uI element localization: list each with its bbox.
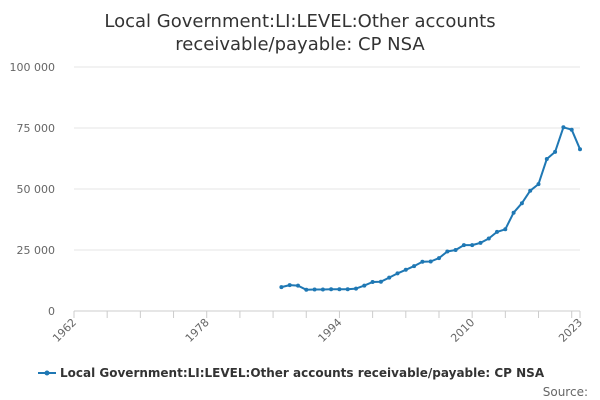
data-point[interactable] xyxy=(478,240,483,245)
legend[interactable]: Local Government:LI:LEVEL:Other accounts… xyxy=(38,366,545,380)
data-point[interactable] xyxy=(519,201,524,206)
data-point[interactable] xyxy=(370,280,375,284)
data-point[interactable] xyxy=(354,286,358,291)
data-point[interactable] xyxy=(486,236,491,241)
y-tick-label: 0 xyxy=(48,305,55,318)
x-tick-label: 1994 xyxy=(316,316,345,345)
data-point[interactable] xyxy=(437,256,441,261)
data-point[interactable] xyxy=(420,259,425,264)
data-point[interactable] xyxy=(544,157,549,161)
y-tick-label: 50 000 xyxy=(17,183,56,196)
chart-title-line-1: Local Government:LI:LEVEL:Other accounts xyxy=(104,11,495,32)
data-point[interactable] xyxy=(395,271,400,276)
data-point[interactable] xyxy=(561,125,566,130)
data-point[interactable] xyxy=(296,283,300,288)
data-point[interactable] xyxy=(287,283,292,288)
data-point[interactable] xyxy=(511,210,516,215)
data-point[interactable] xyxy=(403,267,408,272)
data-point[interactable] xyxy=(495,229,499,234)
data-point[interactable] xyxy=(528,188,533,193)
data-point[interactable] xyxy=(470,243,475,248)
x-axis: 1962 1978 1994 2010 2023 xyxy=(50,310,585,345)
data-point[interactable] xyxy=(569,127,574,132)
chart-title-line-2: receivable/payable: CP NSA xyxy=(175,34,425,55)
y-tick-label: 100 000 xyxy=(10,61,56,74)
y-axis-ticks: 0 25 000 50 000 75 000 100 000 xyxy=(10,61,56,318)
data-point[interactable] xyxy=(536,182,541,187)
x-tick-label: 2010 xyxy=(448,316,477,345)
data-point[interactable] xyxy=(378,279,383,284)
x-tick-label: 1962 xyxy=(50,316,79,345)
data-point[interactable] xyxy=(279,285,284,290)
x-tick-label: 1978 xyxy=(183,316,212,345)
gridlines xyxy=(74,66,580,312)
data-point[interactable] xyxy=(329,287,334,292)
series-layer xyxy=(279,125,582,292)
data-point[interactable] xyxy=(461,243,466,248)
data-point[interactable] xyxy=(312,287,317,292)
data-point[interactable] xyxy=(412,264,417,269)
data-point[interactable] xyxy=(362,283,367,288)
y-tick-label: 25 000 xyxy=(17,244,56,257)
y-tick-label: 75 000 xyxy=(17,122,56,135)
data-point[interactable] xyxy=(337,287,342,292)
series-line xyxy=(281,126,581,291)
data-point[interactable] xyxy=(304,287,309,292)
data-point[interactable] xyxy=(553,149,558,154)
legend-marker xyxy=(44,370,50,376)
data-point[interactable] xyxy=(503,227,508,232)
data-point[interactable] xyxy=(445,249,450,254)
data-point[interactable] xyxy=(320,287,325,292)
source-label: Source: xyxy=(543,385,588,399)
data-point[interactable] xyxy=(345,287,350,292)
data-point[interactable] xyxy=(578,147,582,152)
data-point[interactable] xyxy=(428,259,433,264)
legend-label: Local Government:LI:LEVEL:Other accounts… xyxy=(60,366,545,380)
x-tick-label: 2023 xyxy=(556,316,585,345)
data-point[interactable] xyxy=(453,248,458,252)
data-point[interactable] xyxy=(387,275,392,280)
